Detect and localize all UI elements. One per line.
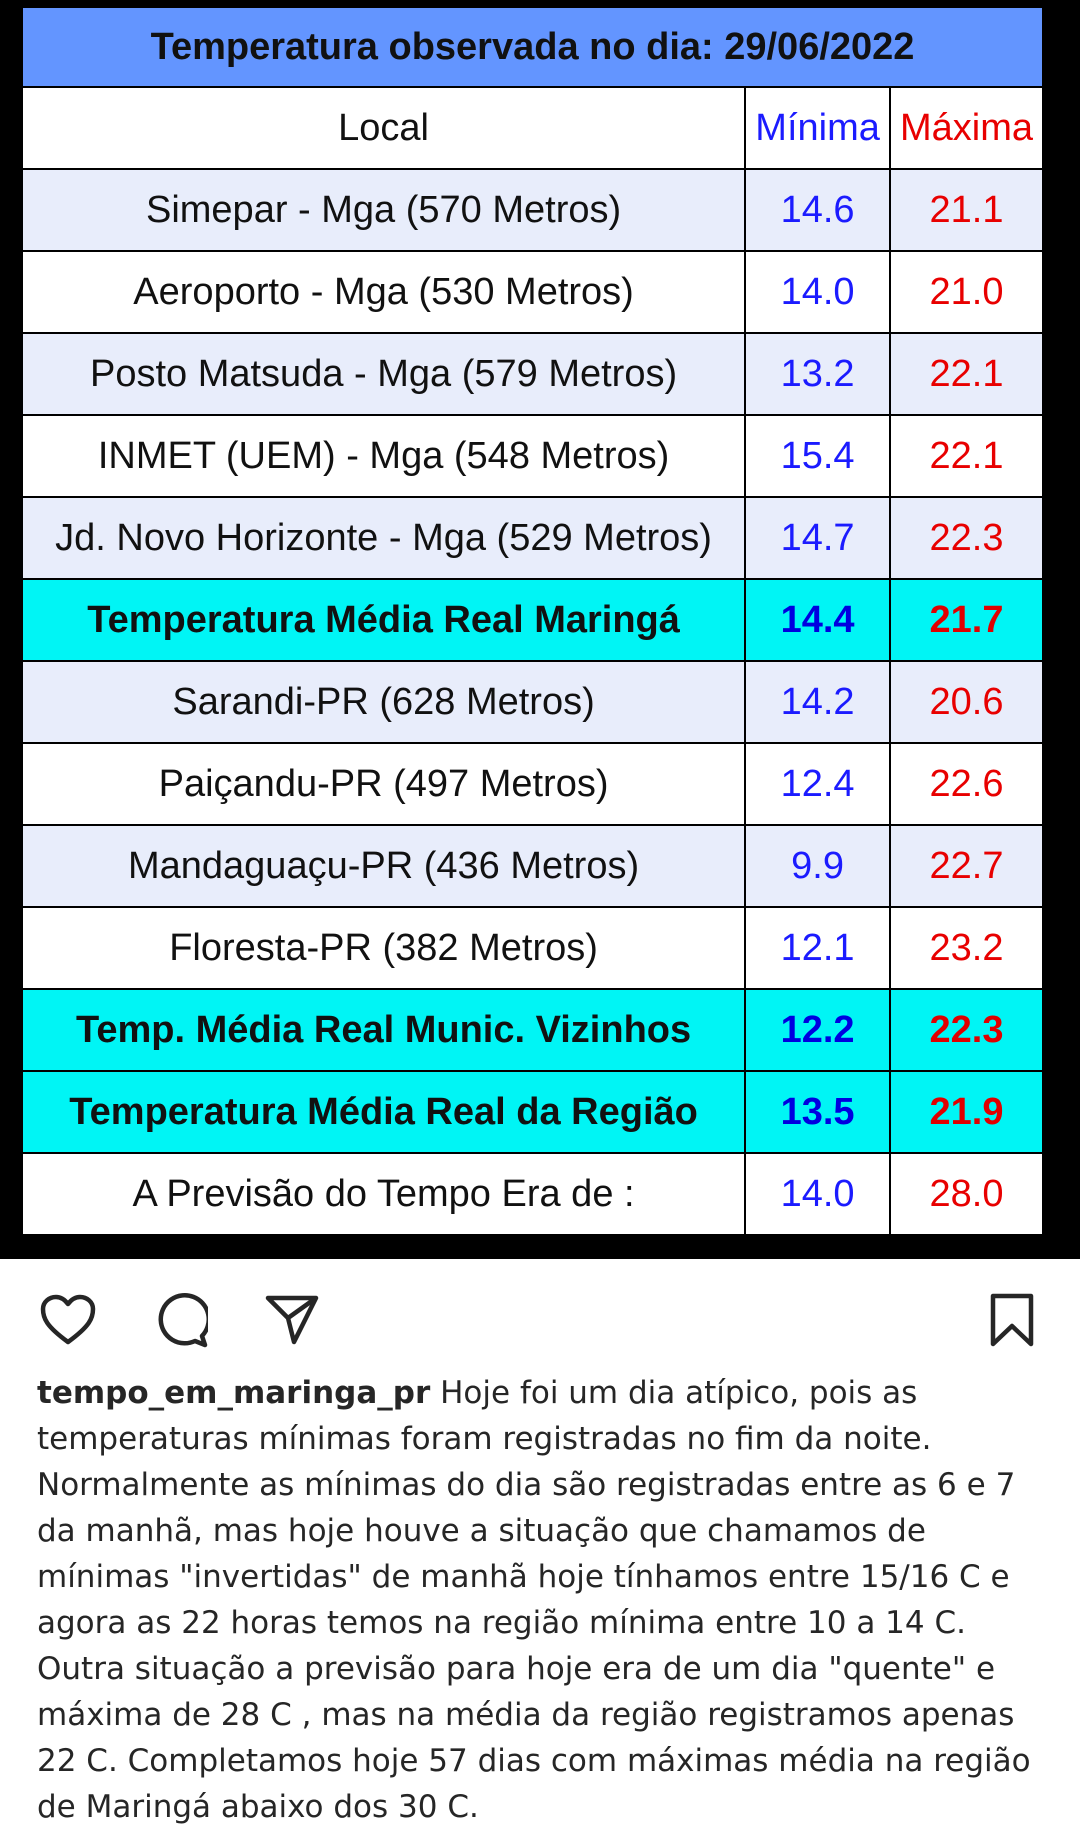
cell-min: 13.5 (744, 1070, 892, 1154)
post-image[interactable]: Temperatura observada no dia: 29/06/2022… (0, 0, 1080, 1259)
table-row: Paiçandu-PR (497 Metros) 12.4 22.6 (20, 742, 1044, 826)
cell-min: 14.4 (744, 578, 892, 662)
cell-min: 9.9 (744, 824, 892, 908)
table-row: Aeroporto - Mga (530 Metros) 14.0 21.0 (20, 250, 1044, 334)
cell-max: 21.0 (889, 250, 1044, 334)
cell-max: 22.3 (889, 988, 1044, 1072)
save-button[interactable] (982, 1290, 1042, 1350)
cell-local: Sarandi-PR (628 Metros) (20, 660, 747, 744)
cell-local: Paiçandu-PR (497 Metros) (20, 742, 747, 826)
cell-local: Aeroporto - Mga (530 Metros) (20, 250, 747, 334)
table-header-row: Local Mínima Máxima (20, 86, 1044, 170)
cell-local: Temp. Média Real Munic. Vizinhos (20, 988, 747, 1072)
table-title-row: Temperatura observada no dia: 29/06/2022 (21, 6, 1044, 88)
table-row: Jd. Novo Horizonte - Mga (529 Metros) 14.… (20, 496, 1044, 580)
table-row: A Previsão do Tempo Era de :14.0 28.0 (20, 1152, 1044, 1236)
cell-max: 22.1 (889, 332, 1044, 416)
heart-icon (40, 1294, 96, 1345)
cell-max: 22.1 (889, 414, 1044, 498)
cell-min: 12.2 (744, 988, 892, 1072)
bookmark-icon (990, 1293, 1034, 1347)
cell-local: Posto Matsuda - Mga (579 Metros) (20, 332, 747, 416)
post-actions-bar (0, 1280, 1080, 1370)
table-row: Temperatura Média Real da Região 13.5 21.9 (20, 1070, 1044, 1154)
temperature-table: Temperatura observada no dia: 29/06/2022… (20, 6, 1044, 1236)
cell-max: 22.6 (889, 742, 1044, 826)
post-caption: tempo_em_maringa_pr Hoje foi um dia atíp… (37, 1370, 1057, 1829)
cell-local: Mandaguaçu-PR (436 Metros) (20, 824, 747, 908)
cell-local: Floresta-PR (382 Metros) (20, 906, 747, 990)
table-title: Temperatura observada no dia: 29/06/2022 (21, 6, 1044, 88)
cell-min: 14.7 (744, 496, 892, 580)
cell-min: 14.0 (744, 250, 892, 334)
cell-local: Temperatura Média Real da Região (20, 1070, 747, 1154)
header-max: Máxima (889, 86, 1044, 170)
like-button[interactable] (38, 1290, 98, 1350)
cell-local: A Previsão do Tempo Era de : (20, 1152, 747, 1236)
share-button[interactable] (262, 1290, 322, 1350)
comment-icon (158, 1293, 208, 1348)
cell-local: Jd. Novo Horizonte - Mga (529 Metros) (20, 496, 747, 580)
cell-min: 14.2 (744, 660, 892, 744)
cell-max: 20.6 (889, 660, 1044, 744)
table-row: Simepar - Mga (570 Metros) 14.6 21.1 (20, 168, 1044, 252)
cell-min: 12.1 (744, 906, 892, 990)
cell-max: 22.3 (889, 496, 1044, 580)
cell-min: 14.6 (744, 168, 892, 252)
cell-local: Temperatura Média Real Maringá (20, 578, 747, 662)
table-row: Temperatura Média Real Maringá 14.4 21.7 (20, 578, 1044, 662)
cell-min: 14.0 (744, 1152, 892, 1236)
caption-text: Hoje foi um dia atípico, pois as tempera… (37, 1375, 1031, 1825)
table-row: Posto Matsuda - Mga (579 Metros) 13.2 22.1 (20, 332, 1044, 416)
cell-max: 21.1 (889, 168, 1044, 252)
cell-max: 28.0 (889, 1152, 1044, 1236)
cell-min: 15.4 (744, 414, 892, 498)
cell-max: 21.9 (889, 1070, 1044, 1154)
table-row: Floresta-PR (382 Metros) 12.1 23.2 (20, 906, 1044, 990)
cell-max: 21.7 (889, 578, 1044, 662)
comment-button[interactable] (150, 1290, 210, 1350)
cell-min: 13.2 (744, 332, 892, 416)
table-row: Temp. Média Real Munic. Vizinhos 12.2 22.3 (20, 988, 1044, 1072)
table-row: Sarandi-PR (628 Metros) 14.2 20.6 (20, 660, 1044, 744)
table-row: INMET (UEM) - Mga (548 Metros) 15.4 22.1 (20, 414, 1044, 498)
send-icon (265, 1295, 319, 1345)
cell-max: 23.2 (889, 906, 1044, 990)
header-local: Local (20, 86, 747, 170)
table-row: Mandaguaçu-PR (436 Metros) 9.9 22.7 (20, 824, 1044, 908)
cell-min: 12.4 (744, 742, 892, 826)
cell-max: 22.7 (889, 824, 1044, 908)
cell-local: INMET (UEM) - Mga (548 Metros) (20, 414, 747, 498)
cell-local: Simepar - Mga (570 Metros) (20, 168, 747, 252)
caption-username[interactable]: tempo_em_maringa_pr (37, 1375, 431, 1411)
header-min: Mínima (744, 86, 892, 170)
